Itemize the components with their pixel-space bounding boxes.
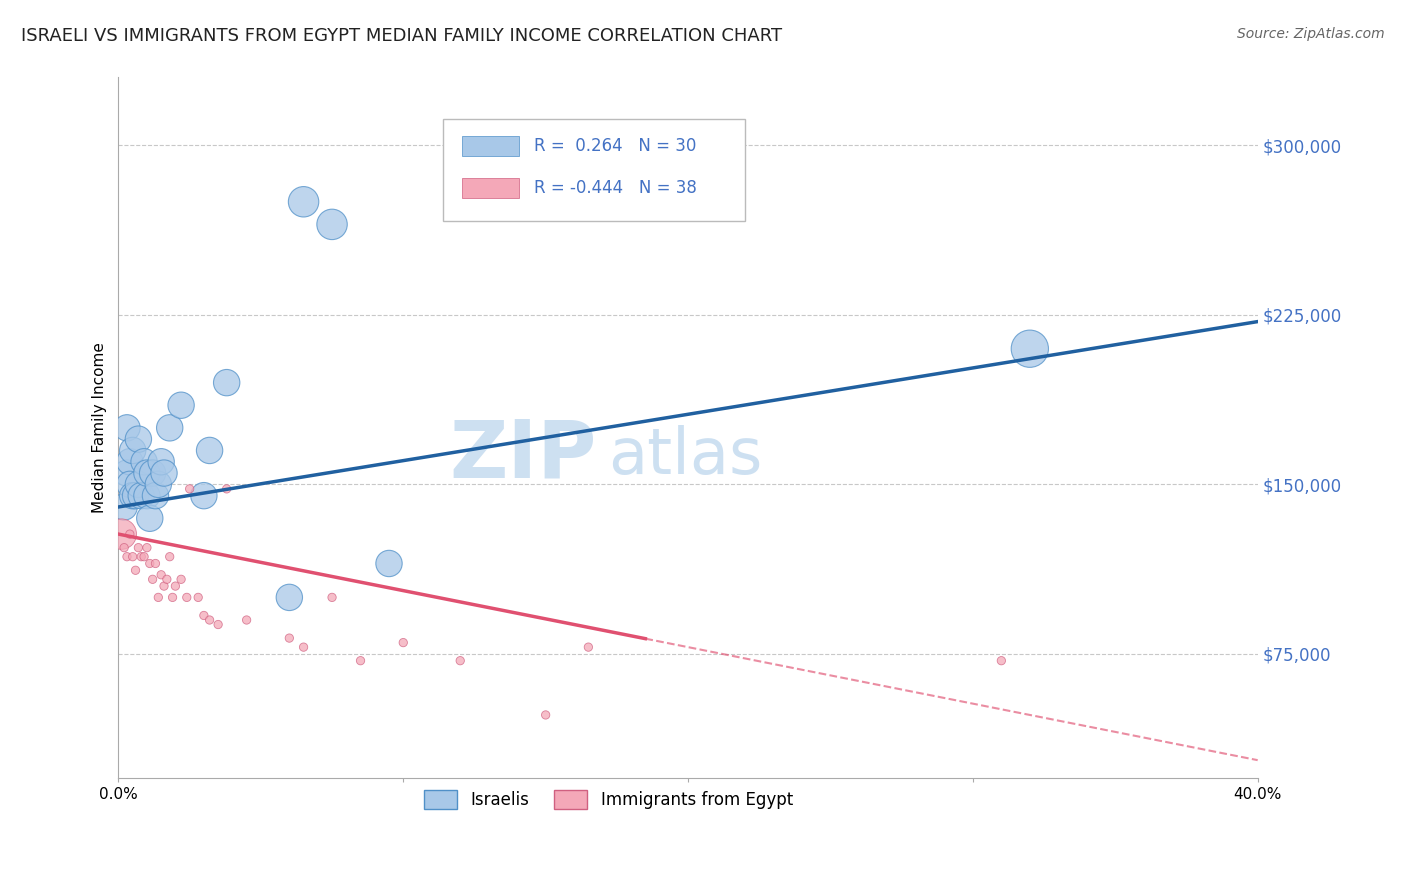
Point	[135, 541, 157, 555]
Point	[449, 654, 471, 668]
Point	[112, 541, 135, 555]
Point	[132, 455, 155, 469]
Point	[292, 640, 315, 654]
Point	[129, 489, 152, 503]
Point	[534, 708, 557, 723]
Point	[187, 591, 209, 605]
Point	[121, 549, 143, 564]
Point	[215, 482, 238, 496]
Point	[321, 218, 343, 232]
Text: Source: ZipAtlas.com: Source: ZipAtlas.com	[1237, 27, 1385, 41]
Point	[170, 398, 193, 412]
Point	[145, 489, 167, 503]
Point	[139, 511, 162, 525]
Point	[135, 466, 157, 480]
Point	[124, 489, 146, 503]
FancyBboxPatch shape	[443, 120, 745, 221]
Point	[139, 557, 162, 571]
Point	[162, 591, 184, 605]
Point	[378, 557, 401, 571]
Point	[576, 640, 599, 654]
Point	[127, 432, 149, 446]
Text: ZIP: ZIP	[450, 417, 598, 495]
Point	[990, 654, 1012, 668]
Point	[235, 613, 257, 627]
Point	[321, 591, 343, 605]
Text: atlas: atlas	[609, 425, 762, 487]
Point	[193, 489, 215, 503]
Point	[121, 443, 143, 458]
Point	[159, 421, 181, 435]
Point	[132, 549, 155, 564]
Point	[207, 617, 229, 632]
Point	[118, 455, 141, 469]
Text: R = -0.444   N = 38: R = -0.444 N = 38	[534, 179, 697, 197]
Point	[118, 527, 141, 541]
Point	[127, 541, 149, 555]
Point	[159, 549, 181, 564]
Point	[110, 527, 132, 541]
Point	[129, 549, 152, 564]
Point	[112, 500, 135, 514]
Point	[115, 466, 138, 480]
Point	[198, 613, 221, 627]
Point	[176, 591, 198, 605]
Point	[392, 635, 415, 649]
Point	[349, 654, 371, 668]
Text: R =  0.264   N = 30: R = 0.264 N = 30	[534, 137, 696, 155]
Point	[150, 567, 173, 582]
Point	[148, 591, 170, 605]
Point	[170, 572, 193, 586]
Y-axis label: Median Family Income: Median Family Income	[93, 343, 107, 513]
Point	[215, 376, 238, 390]
Point	[121, 489, 143, 503]
Bar	[463, 178, 519, 198]
Point	[179, 482, 201, 496]
Point	[165, 579, 187, 593]
Point	[278, 591, 301, 605]
Point	[148, 477, 170, 491]
Point	[150, 455, 173, 469]
Point	[193, 608, 215, 623]
Point	[198, 443, 221, 458]
Point	[153, 579, 176, 593]
Legend: Israelis, Immigrants from Egypt: Israelis, Immigrants from Egypt	[418, 783, 800, 815]
Point	[127, 477, 149, 491]
Point	[142, 466, 165, 480]
Point	[153, 466, 176, 480]
Text: ISRAELI VS IMMIGRANTS FROM EGYPT MEDIAN FAMILY INCOME CORRELATION CHART: ISRAELI VS IMMIGRANTS FROM EGYPT MEDIAN …	[21, 27, 782, 45]
Point	[115, 421, 138, 435]
Point	[115, 549, 138, 564]
Point	[1018, 342, 1040, 356]
Point	[145, 557, 167, 571]
Point	[124, 563, 146, 577]
Point	[292, 194, 315, 209]
Point	[156, 572, 179, 586]
Point	[142, 572, 165, 586]
Bar	[463, 136, 519, 156]
Point	[135, 489, 157, 503]
Point	[278, 631, 301, 645]
Point	[118, 477, 141, 491]
